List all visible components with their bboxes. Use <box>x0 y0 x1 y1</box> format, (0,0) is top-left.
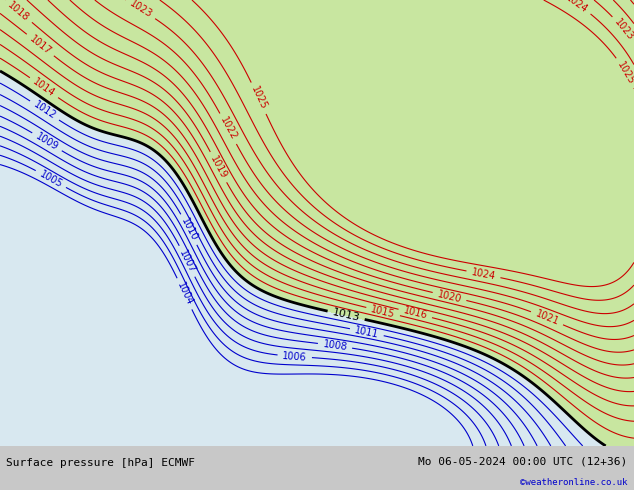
Text: 1025: 1025 <box>249 85 268 112</box>
Text: 1011: 1011 <box>354 325 380 340</box>
Text: 1017: 1017 <box>27 33 53 57</box>
Text: 1022: 1022 <box>218 116 238 142</box>
Text: ©weatheronline.co.uk: ©weatheronline.co.uk <box>520 478 628 487</box>
Text: 1021: 1021 <box>534 309 560 327</box>
Text: 1016: 1016 <box>402 306 429 321</box>
Text: 1023: 1023 <box>127 0 153 20</box>
Text: 1013: 1013 <box>332 307 361 323</box>
Text: 1018: 1018 <box>6 0 31 23</box>
Text: 1015: 1015 <box>370 304 396 319</box>
Text: 1006: 1006 <box>282 350 307 362</box>
Text: 1005: 1005 <box>37 169 64 189</box>
Text: 1024: 1024 <box>564 0 590 15</box>
Text: 1004: 1004 <box>175 281 194 307</box>
Text: 1012: 1012 <box>32 99 58 122</box>
Text: 1010: 1010 <box>179 216 199 243</box>
Text: 1008: 1008 <box>322 339 348 352</box>
Text: 1007: 1007 <box>177 248 197 274</box>
Text: 1009: 1009 <box>34 131 60 152</box>
Text: 1019: 1019 <box>208 154 229 180</box>
Text: Mo 06-05-2024 00:00 UTC (12+36): Mo 06-05-2024 00:00 UTC (12+36) <box>418 456 628 466</box>
Text: 1025: 1025 <box>615 60 634 86</box>
Text: 1020: 1020 <box>436 289 463 304</box>
Text: 1023: 1023 <box>612 17 634 43</box>
Text: 1014: 1014 <box>31 76 57 99</box>
Text: Surface pressure [hPa] ECMWF: Surface pressure [hPa] ECMWF <box>6 458 195 467</box>
Text: 1024: 1024 <box>470 267 496 282</box>
